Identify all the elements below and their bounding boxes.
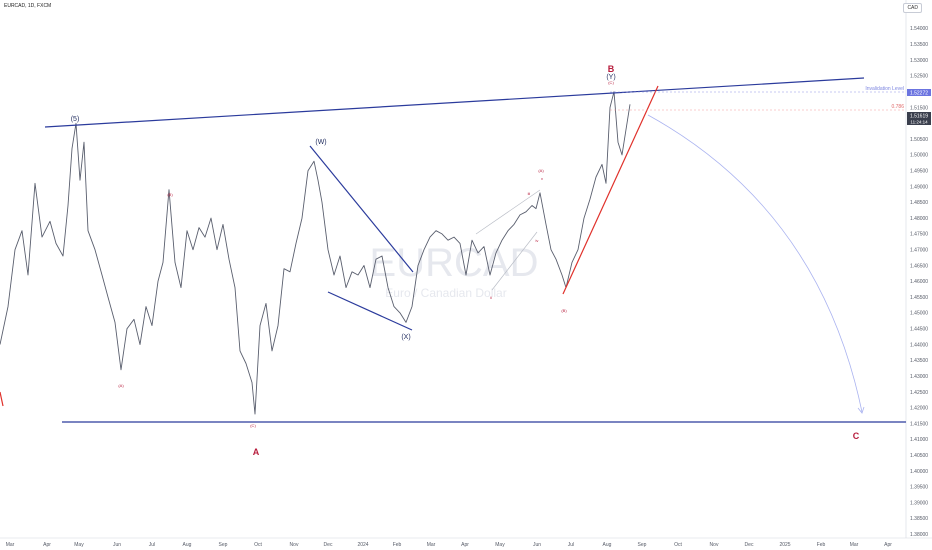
last-price-tag (907, 112, 931, 125)
wave-label: (B) (561, 308, 567, 313)
x-tick-label: Oct (674, 542, 682, 548)
watermark-name: Euro / Canadian Dollar (385, 286, 506, 300)
currency-button[interactable]: CAD (903, 3, 922, 13)
y-tick-label: 1.39500 (910, 485, 928, 491)
y-tick-label: 1.47000 (910, 248, 928, 254)
x-tick-label: Nov (710, 542, 719, 548)
wave-label: (A) (538, 168, 544, 173)
y-tick-label: 1.41500 (910, 421, 928, 427)
x-tick-label: Dec (745, 542, 754, 548)
y-tick-label: 1.48500 (910, 200, 928, 206)
x-tick-label: Sep (638, 542, 647, 548)
x-tick-label: Jul (568, 542, 574, 548)
wave-label: (5) (71, 116, 80, 123)
y-tick-label: 1.39000 (910, 500, 928, 506)
y-tick-label: 1.52500 (910, 74, 928, 80)
upper-trendline[interactable] (44, 77, 865, 128)
x-tick-label: Apr (884, 542, 892, 548)
wave-label: C (853, 431, 860, 441)
y-tick-label: 1.53500 (910, 42, 928, 48)
x-tick-label: Jun (113, 542, 121, 548)
y-tick-label: 1.46000 (910, 279, 928, 285)
y-tick-label: 1.42500 (910, 390, 928, 396)
y-tick-label: 1.48000 (910, 216, 928, 222)
watermark-ticker: EURCAD (370, 241, 539, 285)
price-series-line (0, 91, 631, 415)
y-tick-label: 1.49000 (910, 184, 928, 190)
wave-label: iii (528, 191, 531, 196)
x-tick-label: Mar (427, 542, 436, 548)
y-tick-label: 1.40500 (910, 453, 928, 459)
wave-label: (A) (118, 383, 124, 388)
y-tick-label: 1.54000 (910, 26, 928, 32)
symbol-header: EURCAD, 1D, FXCM (4, 3, 52, 9)
x-tick-label: May (495, 542, 505, 548)
channel-upper-line[interactable] (475, 189, 541, 235)
wave-label: (C) (608, 80, 614, 85)
y-tick-label: 1.40000 (910, 469, 928, 475)
price-axis[interactable]: 1.540001.535001.530001.525001.520001.515… (910, 26, 928, 538)
x-tick-label: May (74, 542, 84, 548)
y-tick-label: 1.47500 (910, 232, 928, 238)
y-tick-label: 1.38000 (910, 532, 928, 538)
wave-label: iv (536, 238, 539, 243)
x-tick-label: Feb (817, 542, 826, 548)
x-tick-label: Apr (461, 542, 469, 548)
wedge-lower-line[interactable] (327, 291, 413, 331)
wave-label: v (541, 176, 543, 181)
y-tick-label: 1.43500 (910, 358, 928, 364)
wave-label: (C) (250, 423, 256, 428)
wave-label: (X) (401, 334, 410, 341)
rising-trendline[interactable] (562, 85, 659, 295)
y-tick-label: 1.38500 (910, 516, 928, 522)
wave-label: (B) (167, 192, 173, 197)
y-tick-label: 1.51500 (910, 105, 928, 111)
countdown-tag-text: 11:24:14 (910, 120, 928, 125)
y-tick-label: 1.45500 (910, 295, 928, 301)
projection-curve[interactable] (647, 114, 863, 413)
x-tick-label: Mar (850, 542, 859, 548)
x-tick-label: Dec (324, 542, 333, 548)
x-tick-label: Aug (183, 542, 192, 548)
wave-labels: (5) (W) (X) (Y)B (C) (B) (A) (C) A C (A) v iii iv ii (B… (71, 64, 860, 457)
y-tick-label: 1.44000 (910, 342, 928, 348)
y-tick-label: 1.44500 (910, 327, 928, 333)
x-tick-label: 2024 (357, 542, 368, 548)
x-tick-label: Apr (43, 542, 51, 548)
y-tick-label: 1.41000 (910, 437, 928, 443)
wave-label: A (253, 447, 260, 457)
y-tick-label: 1.42000 (910, 406, 928, 412)
channel-lower-line[interactable] (491, 231, 538, 291)
y-tick-label: 1.49500 (910, 168, 928, 174)
y-tick-label: 1.43000 (910, 374, 928, 380)
x-tick-label: Jun (533, 542, 541, 548)
y-tick-label: 1.45000 (910, 311, 928, 317)
x-tick-label: 2025 (779, 542, 790, 548)
x-tick-label: Oct (254, 542, 262, 548)
invalidation-price-tag-text: 1.52272 (910, 91, 928, 97)
y-tick-label: 1.50000 (910, 153, 928, 159)
x-tick-label: Nov (290, 542, 299, 548)
y-tick-label: 1.53000 (910, 58, 928, 64)
invalidation-level-label: Invalidation Level (865, 86, 904, 92)
wave-label: B (608, 64, 615, 74)
last-price-tag-text: 1.51619 (910, 114, 928, 120)
x-tick-label: Aug (603, 542, 612, 548)
invalidation-price-tag (907, 89, 931, 96)
wave-label: (W) (315, 139, 326, 146)
y-tick-label: 1.46500 (910, 263, 928, 269)
y-tick-label: 1.50500 (910, 137, 928, 143)
x-tick-label: Sep (219, 542, 228, 548)
time-axis[interactable]: Mar Apr May Jun Jul Aug Sep Oct Nov Dec 2024 Feb Mar… (6, 542, 893, 548)
left-edge-red-mark (0, 391, 4, 407)
fib-level-label: 0.786 (891, 104, 904, 110)
x-tick-label: Jul (149, 542, 155, 548)
x-tick-label: Feb (393, 542, 402, 548)
projection-arrowhead (857, 406, 865, 414)
wave-label: ii (490, 295, 492, 300)
wave-label: (Y) (606, 74, 615, 81)
wedge-upper-line[interactable] (309, 145, 414, 273)
x-tick-label: Mar (6, 542, 15, 548)
